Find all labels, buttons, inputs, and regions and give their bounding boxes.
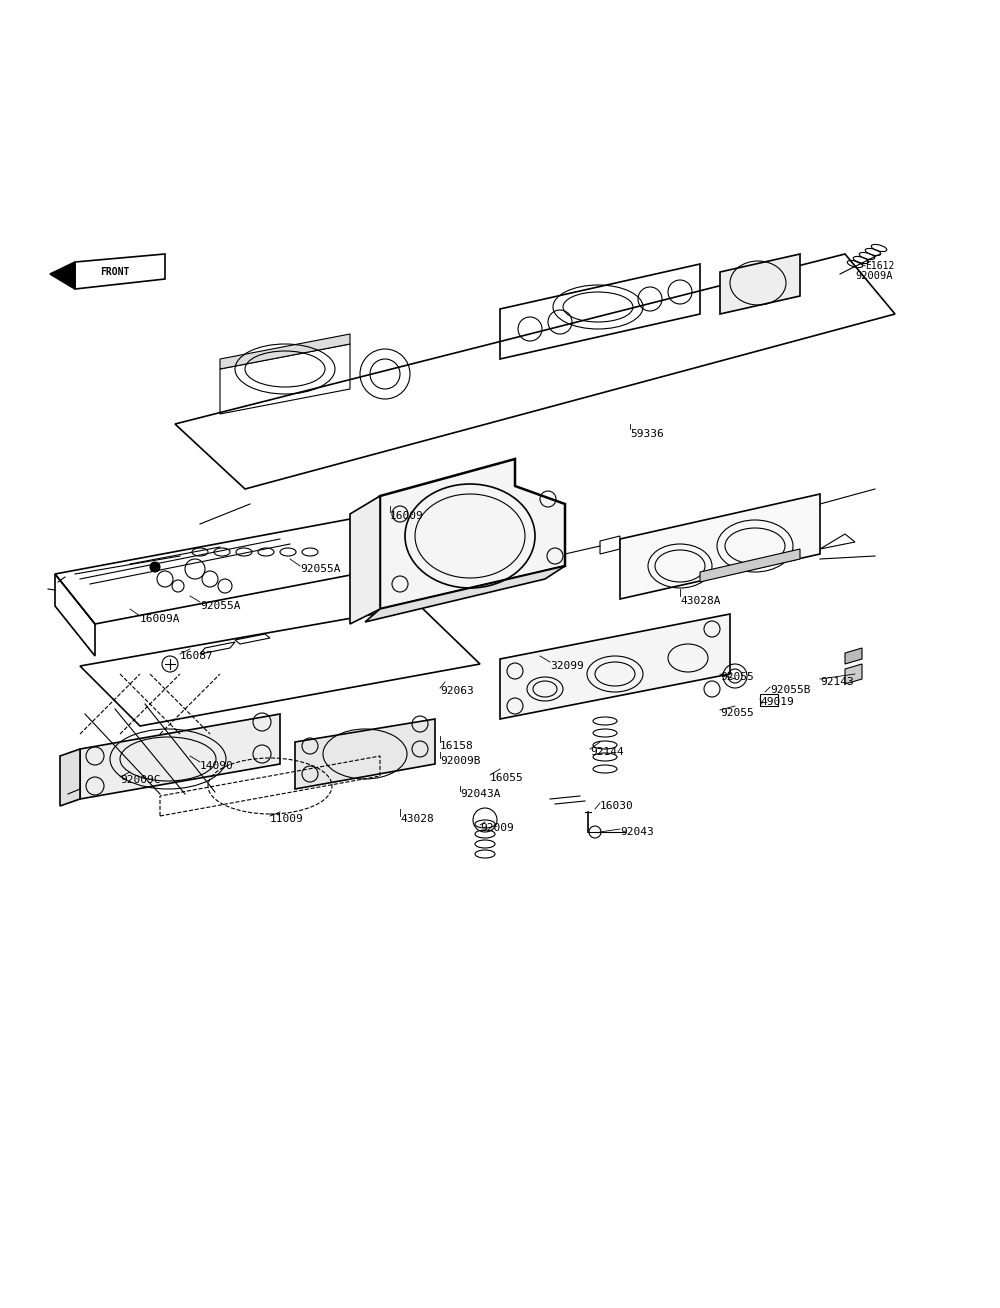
- Polygon shape: [500, 613, 730, 719]
- Polygon shape: [620, 494, 820, 599]
- Polygon shape: [50, 262, 75, 289]
- Polygon shape: [80, 714, 280, 799]
- Text: 92055A: 92055A: [200, 600, 240, 611]
- Text: 16158: 16158: [440, 742, 474, 751]
- Polygon shape: [295, 719, 435, 789]
- Text: 14090: 14090: [200, 761, 234, 770]
- Polygon shape: [720, 254, 800, 314]
- Text: 92009: 92009: [480, 823, 514, 833]
- Text: 16030: 16030: [600, 800, 634, 811]
- Circle shape: [150, 562, 160, 572]
- Text: 59336: 59336: [630, 429, 664, 439]
- Text: 92063: 92063: [440, 685, 474, 696]
- Text: 92043A: 92043A: [460, 789, 501, 799]
- Text: 92055A: 92055A: [300, 564, 340, 574]
- Text: 92143: 92143: [820, 678, 854, 687]
- Polygon shape: [700, 549, 800, 582]
- Bar: [760, 695, 778, 706]
- Text: 92055: 92055: [720, 708, 754, 718]
- Text: 92043: 92043: [620, 827, 654, 837]
- Polygon shape: [350, 496, 380, 624]
- Text: 11009: 11009: [270, 814, 304, 824]
- Text: 16055: 16055: [490, 773, 524, 783]
- Text: 92009A: 92009A: [855, 271, 893, 281]
- Text: E1612: E1612: [865, 262, 894, 271]
- Polygon shape: [220, 334, 350, 369]
- Text: 43028A: 43028A: [680, 596, 720, 606]
- Text: 92055: 92055: [720, 672, 754, 681]
- Polygon shape: [845, 647, 862, 664]
- Text: FRONT: FRONT: [100, 267, 130, 277]
- Polygon shape: [380, 459, 565, 610]
- Text: 92009B: 92009B: [440, 756, 480, 766]
- Text: 16009: 16009: [390, 511, 424, 521]
- Text: 49019: 49019: [760, 697, 794, 708]
- Text: 16009A: 16009A: [140, 613, 180, 624]
- Polygon shape: [845, 664, 862, 684]
- Text: 43028: 43028: [400, 814, 434, 824]
- Text: 92144: 92144: [590, 747, 624, 757]
- Text: 92055B: 92055B: [770, 685, 810, 695]
- Text: 16087: 16087: [180, 651, 214, 661]
- Text: 92009C: 92009C: [120, 776, 160, 785]
- Polygon shape: [75, 254, 165, 289]
- Polygon shape: [60, 749, 80, 806]
- Polygon shape: [365, 566, 565, 623]
- Text: 32099: 32099: [550, 661, 584, 671]
